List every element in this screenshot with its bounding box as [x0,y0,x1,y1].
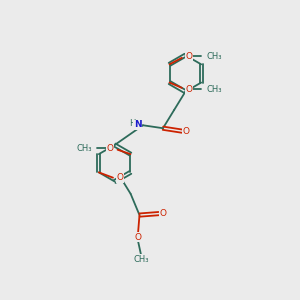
Text: O: O [134,233,142,242]
Text: O: O [186,85,193,94]
Text: CH₃: CH₃ [206,52,221,61]
Text: N: N [134,120,142,129]
Text: O: O [183,127,190,136]
Text: O: O [117,173,124,182]
Text: O: O [186,52,193,61]
Text: CH₃: CH₃ [134,255,149,264]
Text: O: O [159,208,166,217]
Text: CH₃: CH₃ [206,85,221,94]
Text: CH₃: CH₃ [76,144,92,153]
Text: O: O [107,144,114,153]
Text: H: H [129,119,135,128]
